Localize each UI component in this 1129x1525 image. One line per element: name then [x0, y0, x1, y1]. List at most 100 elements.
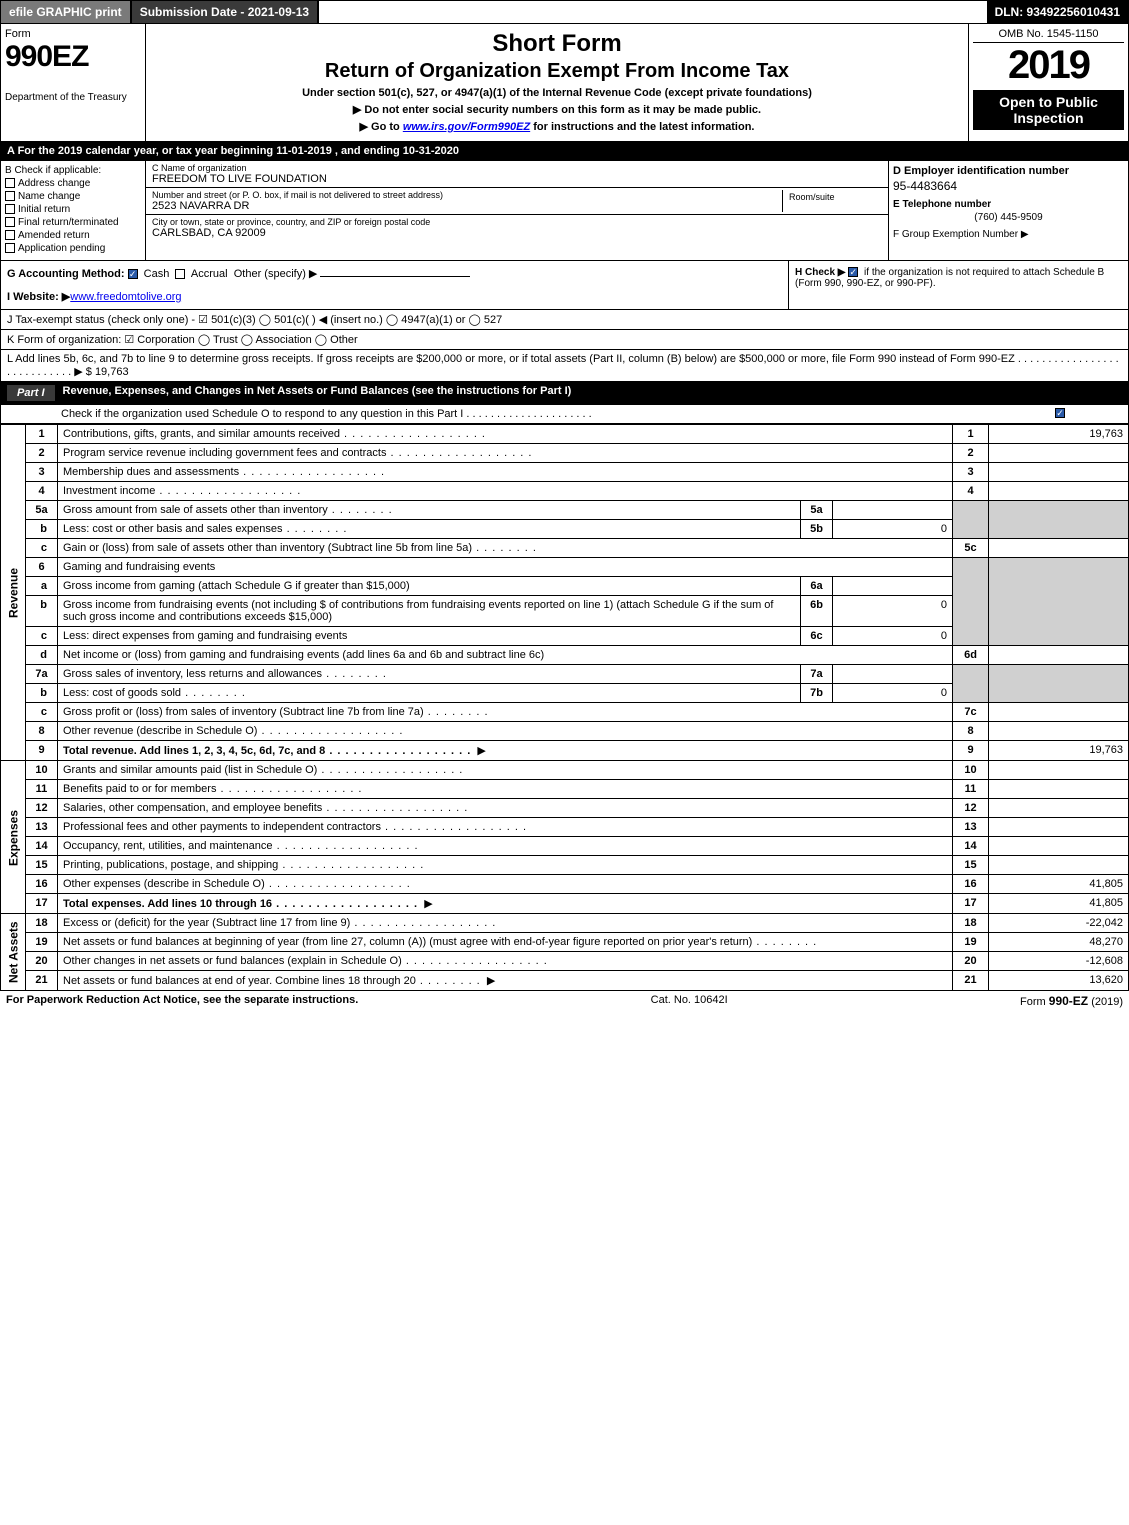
- line-desc: Net assets or fund balances at end of ye…: [58, 971, 953, 991]
- g-cash: Cash: [144, 268, 170, 280]
- chk-cash-icon[interactable]: ✓: [128, 269, 138, 279]
- inner-val: 0: [833, 684, 953, 703]
- line-val: 13,620: [989, 971, 1129, 991]
- line-desc: Contributions, gifts, grants, and simila…: [58, 425, 953, 444]
- line-num: 12: [26, 799, 58, 818]
- line-desc: Gross amount from sale of assets other t…: [58, 501, 801, 520]
- chk-schedule-b-icon[interactable]: ✓: [848, 267, 858, 277]
- goto-instructions: ▶ Go to www.irs.gov/Form990EZ for instru…: [154, 120, 960, 133]
- row-k-form-of-org: K Form of organization: ☑ Corporation ◯ …: [0, 330, 1129, 350]
- efile-print-button[interactable]: efile GRAPHIC print: [1, 1, 132, 23]
- chk-label: Final return/terminated: [18, 217, 119, 228]
- row-g-h: G Accounting Method: ✓ Cash Accrual Othe…: [0, 261, 1129, 310]
- line-num: b: [26, 596, 58, 627]
- i-website-row: I Website: ▶www.freedomtolive.org: [7, 290, 782, 303]
- checkbox-icon: [5, 243, 15, 253]
- i-label: I Website: ▶: [7, 291, 70, 303]
- line-num: b: [26, 684, 58, 703]
- checkbox-icon: [5, 191, 15, 201]
- line-desc: Total expenses. Add lines 10 through 16 …: [58, 894, 953, 914]
- line-box: 9: [953, 741, 989, 761]
- line-val: [989, 780, 1129, 799]
- checkbox-icon: [5, 217, 15, 227]
- inner-val: 0: [833, 596, 953, 627]
- submission-date-button[interactable]: Submission Date - 2021-09-13: [132, 1, 319, 23]
- checkbox-icon: [5, 178, 15, 188]
- goto-pre: ▶ Go to: [360, 121, 403, 133]
- footer-form-pre: Form: [1020, 996, 1049, 1008]
- shaded-cell: [989, 501, 1129, 539]
- line-val: [989, 646, 1129, 665]
- line-num: 5a: [26, 501, 58, 520]
- chk-amended-return[interactable]: Amended return: [5, 230, 141, 241]
- warning-ssn: ▶ Do not enter social security numbers o…: [154, 103, 960, 116]
- form-number: 990EZ: [5, 40, 141, 74]
- website-link[interactable]: www.freedomtolive.org: [70, 291, 181, 303]
- chk-address-change[interactable]: Address change: [5, 178, 141, 189]
- g-other-input[interactable]: [320, 276, 470, 277]
- footer-center: Cat. No. 10642I: [651, 994, 728, 1008]
- line-num: 10: [26, 761, 58, 780]
- chk-schedule-o-icon[interactable]: ✓: [1055, 408, 1065, 418]
- line-desc: Gaming and fundraising events: [58, 558, 953, 577]
- line-desc: Total revenue. Add lines 1, 2, 3, 4, 5c,…: [58, 741, 953, 761]
- c-addr-label: Number and street (or P. O. box, if mail…: [152, 190, 782, 200]
- line-num: 14: [26, 837, 58, 856]
- form-label: Form: [5, 28, 141, 40]
- inner-num: 6c: [801, 627, 833, 646]
- tax-year: 2019: [973, 43, 1124, 88]
- d-ein-label: D Employer identification number: [893, 165, 1124, 177]
- part-i-sub: Check if the organization used Schedule …: [0, 405, 1129, 424]
- chk-initial-return[interactable]: Initial return: [5, 204, 141, 215]
- chk-name-change[interactable]: Name change: [5, 191, 141, 202]
- line-desc: Net assets or fund balances at beginning…: [58, 933, 953, 952]
- line-val: 41,805: [989, 894, 1129, 914]
- inner-num: 7b: [801, 684, 833, 703]
- line-num: 18: [26, 914, 58, 933]
- line-num: a: [26, 577, 58, 596]
- irs-link[interactable]: www.irs.gov/Form990EZ: [403, 121, 530, 133]
- line-val: [989, 799, 1129, 818]
- line-val: 19,763: [989, 741, 1129, 761]
- line-desc: Salaries, other compensation, and employ…: [58, 799, 953, 818]
- chk-label: Address change: [18, 178, 90, 189]
- line-num: 21: [26, 971, 58, 991]
- line-box: 6d: [953, 646, 989, 665]
- line-val: [989, 703, 1129, 722]
- org-name: FREEDOM TO LIVE FOUNDATION: [152, 173, 882, 185]
- line-val: [989, 856, 1129, 875]
- line-val: [989, 463, 1129, 482]
- line-num: 20: [26, 952, 58, 971]
- header-center: Short Form Return of Organization Exempt…: [146, 24, 968, 141]
- chk-final-return[interactable]: Final return/terminated: [5, 217, 141, 228]
- line-num: 11: [26, 780, 58, 799]
- short-form-title: Short Form: [154, 30, 960, 58]
- line-desc: Gross profit or (loss) from sales of inv…: [58, 703, 953, 722]
- row-l-text: L Add lines 5b, 6c, and 7b to line 9 to …: [7, 353, 1119, 378]
- line-box: 12: [953, 799, 989, 818]
- line-num: 2: [26, 444, 58, 463]
- line-desc: Gross income from fundraising events (no…: [58, 596, 801, 627]
- line-box: 21: [953, 971, 989, 991]
- inner-num: 7a: [801, 665, 833, 684]
- dln-label: DLN: 93492256010431: [987, 1, 1128, 23]
- c-name-label: C Name of organization: [152, 163, 882, 173]
- line-desc: Membership dues and assessments: [58, 463, 953, 482]
- line-num: 6: [26, 558, 58, 577]
- line-val: -22,042: [989, 914, 1129, 933]
- line-box: 20: [953, 952, 989, 971]
- line-box: 13: [953, 818, 989, 837]
- chk-accrual-icon[interactable]: [175, 269, 185, 279]
- org-city: CARLSBAD, CA 92009: [152, 227, 882, 239]
- line-val: 19,763: [989, 425, 1129, 444]
- line-box: 4: [953, 482, 989, 501]
- chk-application-pending[interactable]: Application pending: [5, 243, 141, 254]
- line-val: [989, 444, 1129, 463]
- part-i-sub-text: Check if the organization used Schedule …: [61, 408, 592, 420]
- line-num: 7a: [26, 665, 58, 684]
- column-d-e-f: D Employer identification number 95-4483…: [888, 161, 1128, 260]
- page-footer: For Paperwork Reduction Act Notice, see …: [0, 991, 1129, 1011]
- line-box: 19: [953, 933, 989, 952]
- part-i-table: Revenue 1 Contributions, gifts, grants, …: [0, 424, 1129, 991]
- line-box: 2: [953, 444, 989, 463]
